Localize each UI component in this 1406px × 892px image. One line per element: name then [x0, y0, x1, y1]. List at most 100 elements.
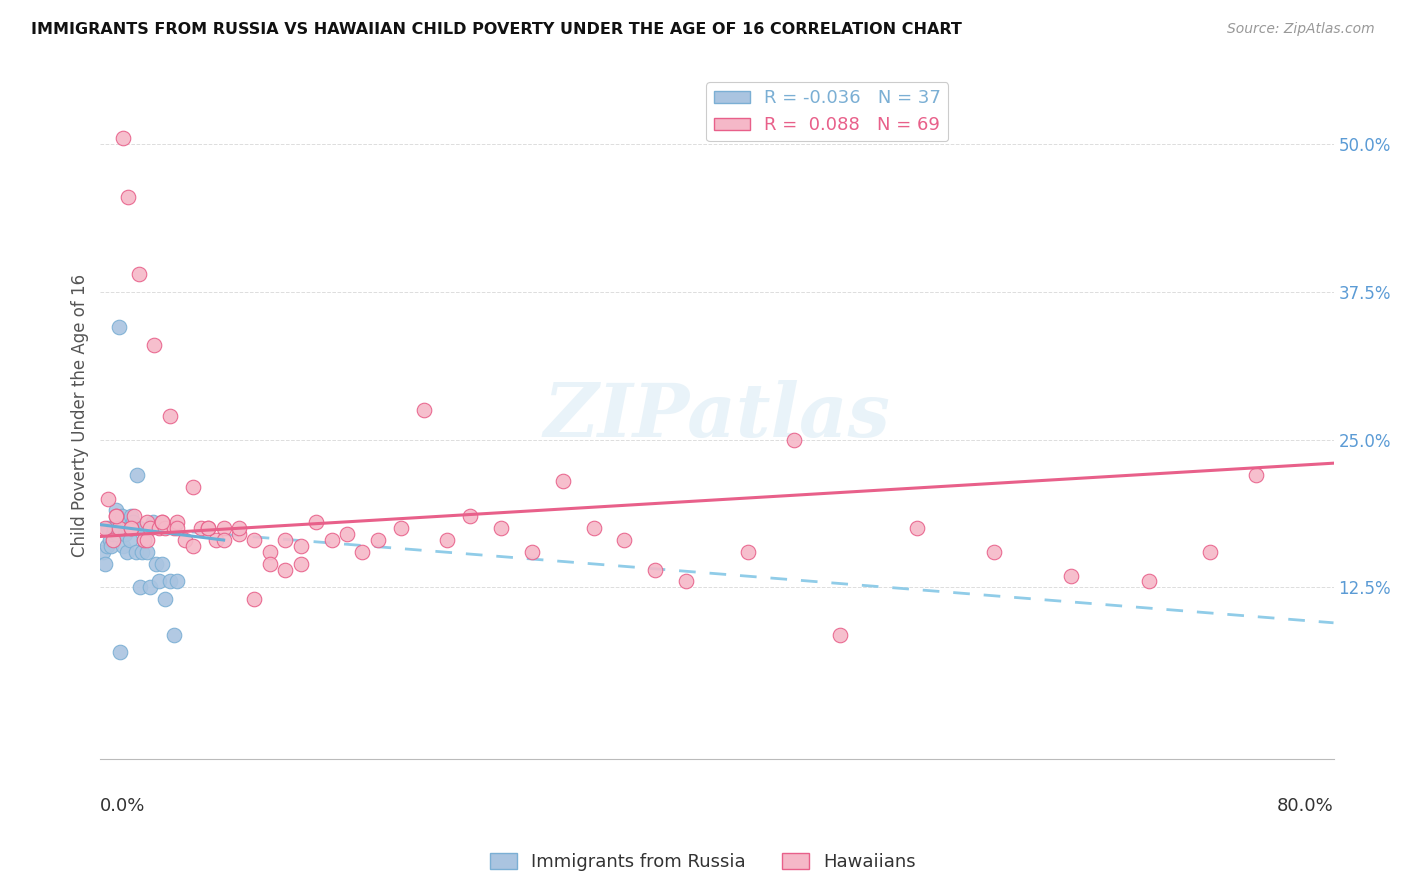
Text: ZIPatlas: ZIPatlas	[544, 380, 890, 452]
Point	[1199, 545, 1222, 559]
Point	[274, 563, 297, 577]
Point	[101, 533, 124, 547]
Point	[131, 545, 153, 559]
Point	[104, 509, 127, 524]
Point	[166, 516, 188, 530]
Point	[205, 533, 228, 547]
Text: 80.0%: 80.0%	[1277, 797, 1333, 814]
Point	[128, 267, 150, 281]
Point	[675, 574, 697, 589]
Point	[112, 539, 135, 553]
Text: Source: ZipAtlas.com: Source: ZipAtlas.com	[1227, 22, 1375, 37]
Point	[122, 521, 145, 535]
Point	[145, 557, 167, 571]
Point	[259, 545, 281, 559]
Point	[1137, 574, 1160, 589]
Point	[125, 545, 148, 559]
Point	[153, 521, 176, 535]
Point	[150, 557, 173, 571]
Point	[159, 409, 181, 423]
Point	[212, 533, 235, 547]
Point	[101, 527, 124, 541]
Point	[118, 533, 141, 547]
Point	[121, 516, 143, 530]
Point	[143, 338, 166, 352]
Point	[122, 509, 145, 524]
Point	[321, 533, 343, 547]
Point	[111, 509, 134, 524]
Point	[644, 563, 666, 577]
Point	[96, 539, 118, 553]
Legend: R = -0.036   N = 37, R =  0.088   N = 69: R = -0.036 N = 37, R = 0.088 N = 69	[706, 82, 949, 142]
Point	[181, 480, 204, 494]
Point	[159, 574, 181, 589]
Point	[148, 521, 170, 535]
Point	[100, 539, 122, 553]
Point	[489, 521, 512, 535]
Point	[108, 521, 131, 535]
Point	[94, 557, 117, 571]
Point	[115, 545, 138, 559]
Point	[94, 521, 117, 535]
Point	[104, 503, 127, 517]
Point	[174, 533, 197, 547]
Point	[783, 433, 806, 447]
Point	[163, 521, 186, 535]
Point	[138, 580, 160, 594]
Point	[1246, 468, 1268, 483]
Point	[290, 539, 312, 553]
Point	[520, 545, 543, 559]
Point	[105, 527, 128, 541]
Point	[197, 521, 219, 535]
Point	[551, 474, 574, 488]
Legend: Immigrants from Russia, Hawaiians: Immigrants from Russia, Hawaiians	[482, 846, 924, 879]
Point	[1060, 568, 1083, 582]
Point	[135, 516, 157, 530]
Point	[114, 527, 136, 541]
Point	[436, 533, 458, 547]
Point	[120, 521, 142, 535]
Point	[128, 521, 150, 535]
Point	[120, 521, 142, 535]
Point	[103, 521, 125, 535]
Point	[148, 574, 170, 589]
Point	[97, 521, 120, 535]
Point	[97, 491, 120, 506]
Point	[212, 521, 235, 535]
Point	[93, 545, 115, 559]
Point	[150, 516, 173, 530]
Point	[98, 533, 121, 547]
Point	[367, 533, 389, 547]
Point	[228, 527, 250, 541]
Point	[138, 521, 160, 535]
Point	[190, 521, 212, 535]
Point	[132, 533, 155, 547]
Point	[389, 521, 412, 535]
Point	[413, 403, 436, 417]
Point	[582, 521, 605, 535]
Point	[613, 533, 636, 547]
Point	[132, 533, 155, 547]
Point	[153, 592, 176, 607]
Point	[135, 533, 157, 547]
Point	[117, 521, 139, 535]
Point	[228, 521, 250, 535]
Point	[112, 131, 135, 145]
Point	[142, 516, 165, 530]
Point	[108, 320, 131, 334]
Text: 0.0%: 0.0%	[100, 797, 146, 814]
Point	[166, 521, 188, 535]
Point	[127, 468, 149, 483]
Point	[905, 521, 928, 535]
Point	[129, 580, 152, 594]
Point	[352, 545, 374, 559]
Point	[274, 533, 297, 547]
Point	[166, 574, 188, 589]
Point	[110, 645, 132, 659]
Point	[163, 627, 186, 641]
Point	[458, 509, 481, 524]
Point	[117, 190, 139, 204]
Point	[243, 592, 266, 607]
Text: IMMIGRANTS FROM RUSSIA VS HAWAIIAN CHILD POVERTY UNDER THE AGE OF 16 CORRELATION: IMMIGRANTS FROM RUSSIA VS HAWAIIAN CHILD…	[31, 22, 962, 37]
Point	[259, 557, 281, 571]
